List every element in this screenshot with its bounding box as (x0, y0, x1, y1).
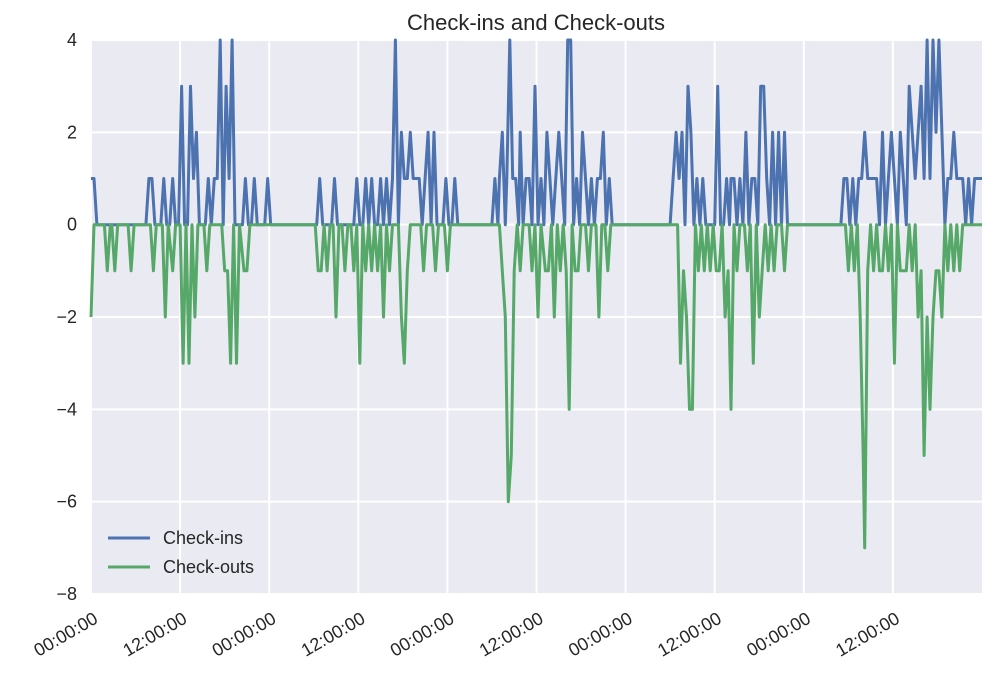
y-tick-label: −4 (56, 399, 77, 419)
y-tick-label: −6 (56, 492, 77, 512)
y-tick-label: 0 (67, 215, 77, 235)
x-tick-label: 00:00:00 (30, 608, 101, 660)
legend: Check-ins Check-outs (108, 528, 254, 577)
legend-label: Check-ins (163, 528, 243, 548)
x-tick-label: 12:00:00 (120, 608, 191, 660)
x-tick-label: 00:00:00 (743, 608, 814, 660)
y-tick-labels: 4 2 0 −2 −4 −6 −8 (56, 30, 77, 604)
series-lines (89, 38, 982, 550)
series-line-check-outs (89, 223, 982, 550)
x-tick-label: 12:00:00 (298, 608, 369, 660)
legend-label: Check-outs (163, 557, 254, 577)
x-tick-label: 12:00:00 (832, 608, 903, 660)
y-tick-label: 2 (67, 122, 77, 142)
x-tick-labels: 00:00:00 12:00:00 00:00:00 12:00:00 00:00:00… (30, 608, 903, 660)
series-line-check-ins (91, 38, 982, 227)
chart-title: Check-ins and Check-outs (407, 10, 665, 35)
x-tick-label: 00:00:00 (387, 608, 458, 660)
y-tick-label: 4 (67, 30, 77, 50)
x-tick-label: 00:00:00 (209, 608, 280, 660)
y-tick-label: −8 (56, 584, 77, 604)
y-tick-label: −2 (56, 307, 77, 327)
x-tick-label: 00:00:00 (565, 608, 636, 660)
x-tick-label: 12:00:00 (476, 608, 547, 660)
x-tick-label: 12:00:00 (654, 608, 725, 660)
